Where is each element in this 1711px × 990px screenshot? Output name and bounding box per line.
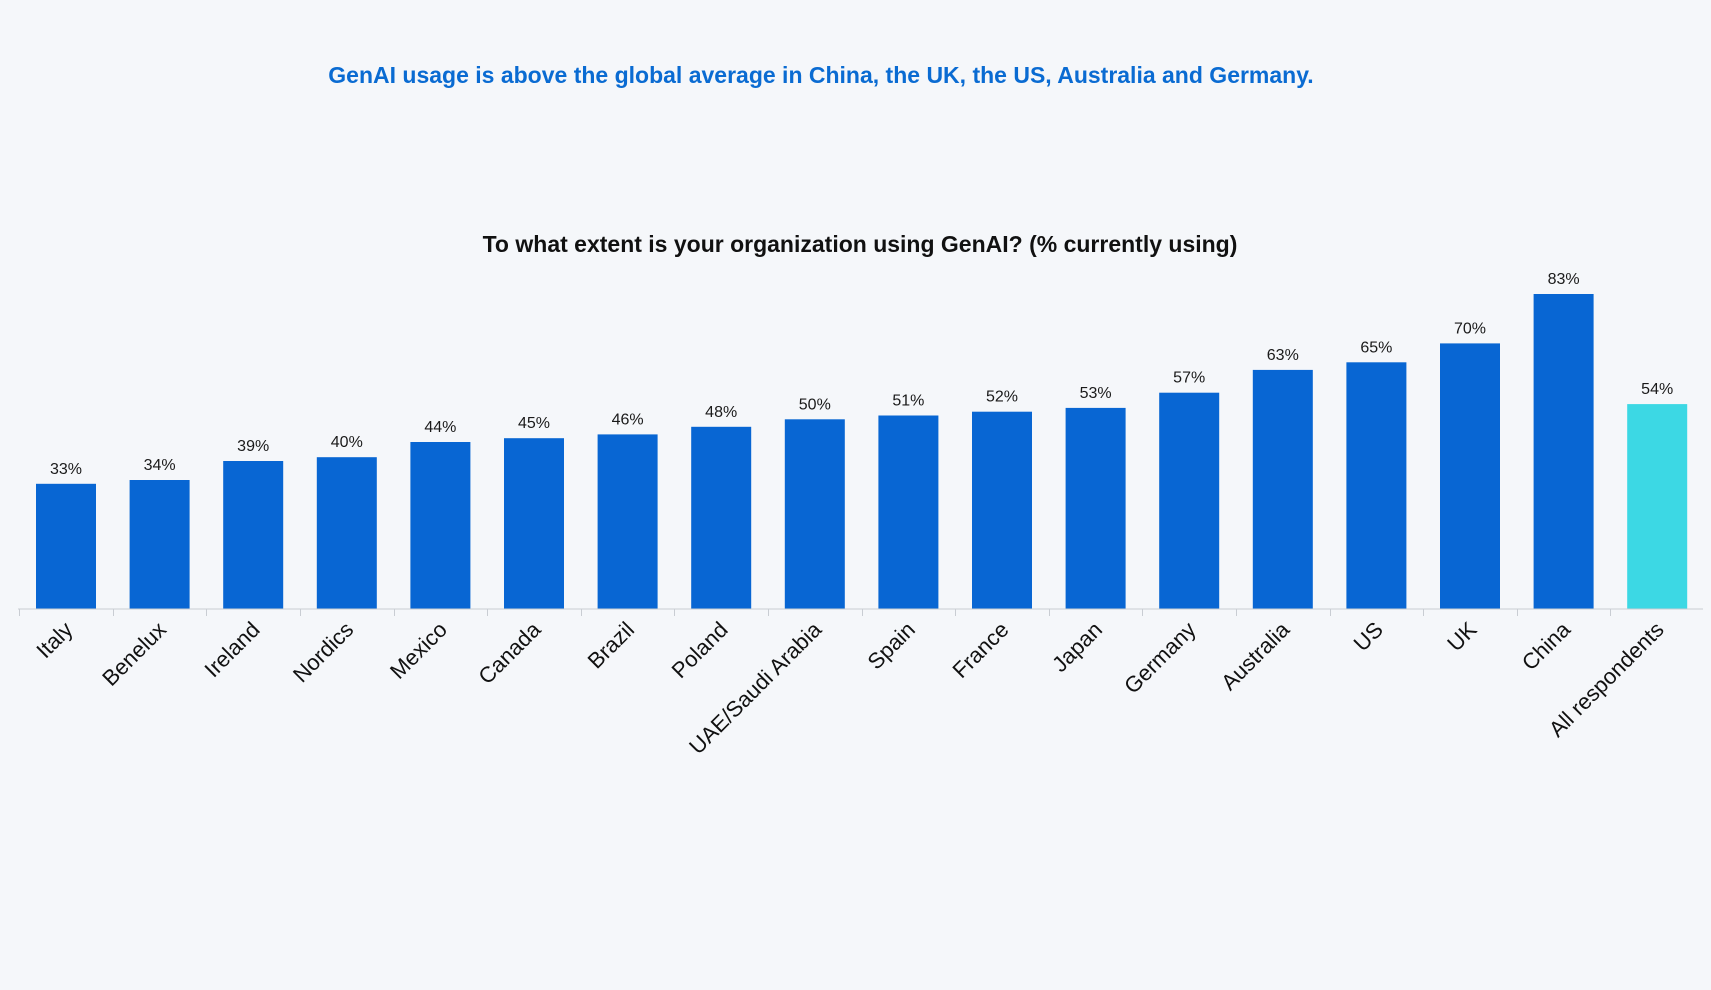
bar-mexico <box>410 442 471 609</box>
category-label-canada: Canada <box>473 616 546 689</box>
category-label-ireland: Ireland <box>199 617 264 682</box>
bar-italy <box>36 483 96 609</box>
category-label-poland: Poland <box>667 617 733 683</box>
value-label-france: 52% <box>986 389 1018 406</box>
bar-germany <box>1159 392 1220 609</box>
value-label-brazil: 46% <box>612 411 644 428</box>
category-label-australia: Australia <box>1216 616 1295 695</box>
bar-poland <box>691 426 752 609</box>
value-label-japan: 53% <box>1080 385 1112 402</box>
category-label-us: US <box>1349 617 1388 656</box>
value-label-poland: 48% <box>705 404 737 421</box>
value-label-germany: 57% <box>1173 370 1205 387</box>
value-label-nordics: 40% <box>331 434 363 451</box>
category-label-china: China <box>1517 616 1576 675</box>
category-label-mexico: Mexico <box>385 617 452 684</box>
category-label-germany: Germany <box>1119 617 1201 699</box>
value-label-china: 83% <box>1548 271 1580 288</box>
chart-title: To what extent is your organization usin… <box>483 231 1238 257</box>
bar-canada <box>504 438 564 609</box>
bar-benelux <box>129 480 190 609</box>
value-label-uk: 70% <box>1454 320 1486 337</box>
bar-ireland <box>223 461 284 609</box>
bar-uae-saudi-arabia <box>784 419 845 610</box>
category-label-italy: Italy <box>31 617 77 663</box>
value-label-mexico: 44% <box>424 419 456 436</box>
bar-japan <box>1065 407 1126 609</box>
bar-nordics <box>316 457 377 609</box>
category-label-nordics: Nordics <box>288 617 358 687</box>
category-label-benelux: Benelux <box>97 617 171 691</box>
value-label-ireland: 39% <box>237 438 269 455</box>
bar-china <box>1533 294 1594 609</box>
bar-us <box>1346 362 1407 609</box>
category-label-spain: Spain <box>862 617 919 674</box>
category-label-japan: Japan <box>1047 617 1107 677</box>
category-label-france: France <box>947 617 1013 683</box>
value-label-us: 65% <box>1360 339 1392 356</box>
bar-all-respondents <box>1627 404 1688 609</box>
value-label-canada: 45% <box>518 415 550 432</box>
bar-uk <box>1440 343 1500 609</box>
headline: GenAI usage is above the global average … <box>328 62 1314 88</box>
value-label-italy: 33% <box>50 461 82 478</box>
bar-spain <box>878 415 939 609</box>
value-label-benelux: 34% <box>144 457 176 474</box>
value-label-all-respondents: 54% <box>1641 381 1673 398</box>
category-label-uk: UK <box>1442 617 1482 657</box>
bar-brazil <box>597 434 658 609</box>
value-label-spain: 51% <box>892 393 924 410</box>
bars-group <box>36 294 1688 610</box>
x-axis-ticks <box>19 609 1611 616</box>
category-label-brazil: Brazil <box>583 617 640 674</box>
value-label-uae-saudi-arabia: 50% <box>799 396 831 413</box>
value-label-australia: 63% <box>1267 347 1299 364</box>
value-labels-group: 33% 34% 39% 40% 44% 45% 46% 48% 50% 51% 52% 53% 57% 6… <box>50 271 1673 478</box>
bar-australia <box>1252 369 1313 609</box>
category-labels-group: Italy Benelux Ireland Nordics Mexico Canada Br… <box>31 616 1668 759</box>
bar-france <box>972 411 1032 609</box>
